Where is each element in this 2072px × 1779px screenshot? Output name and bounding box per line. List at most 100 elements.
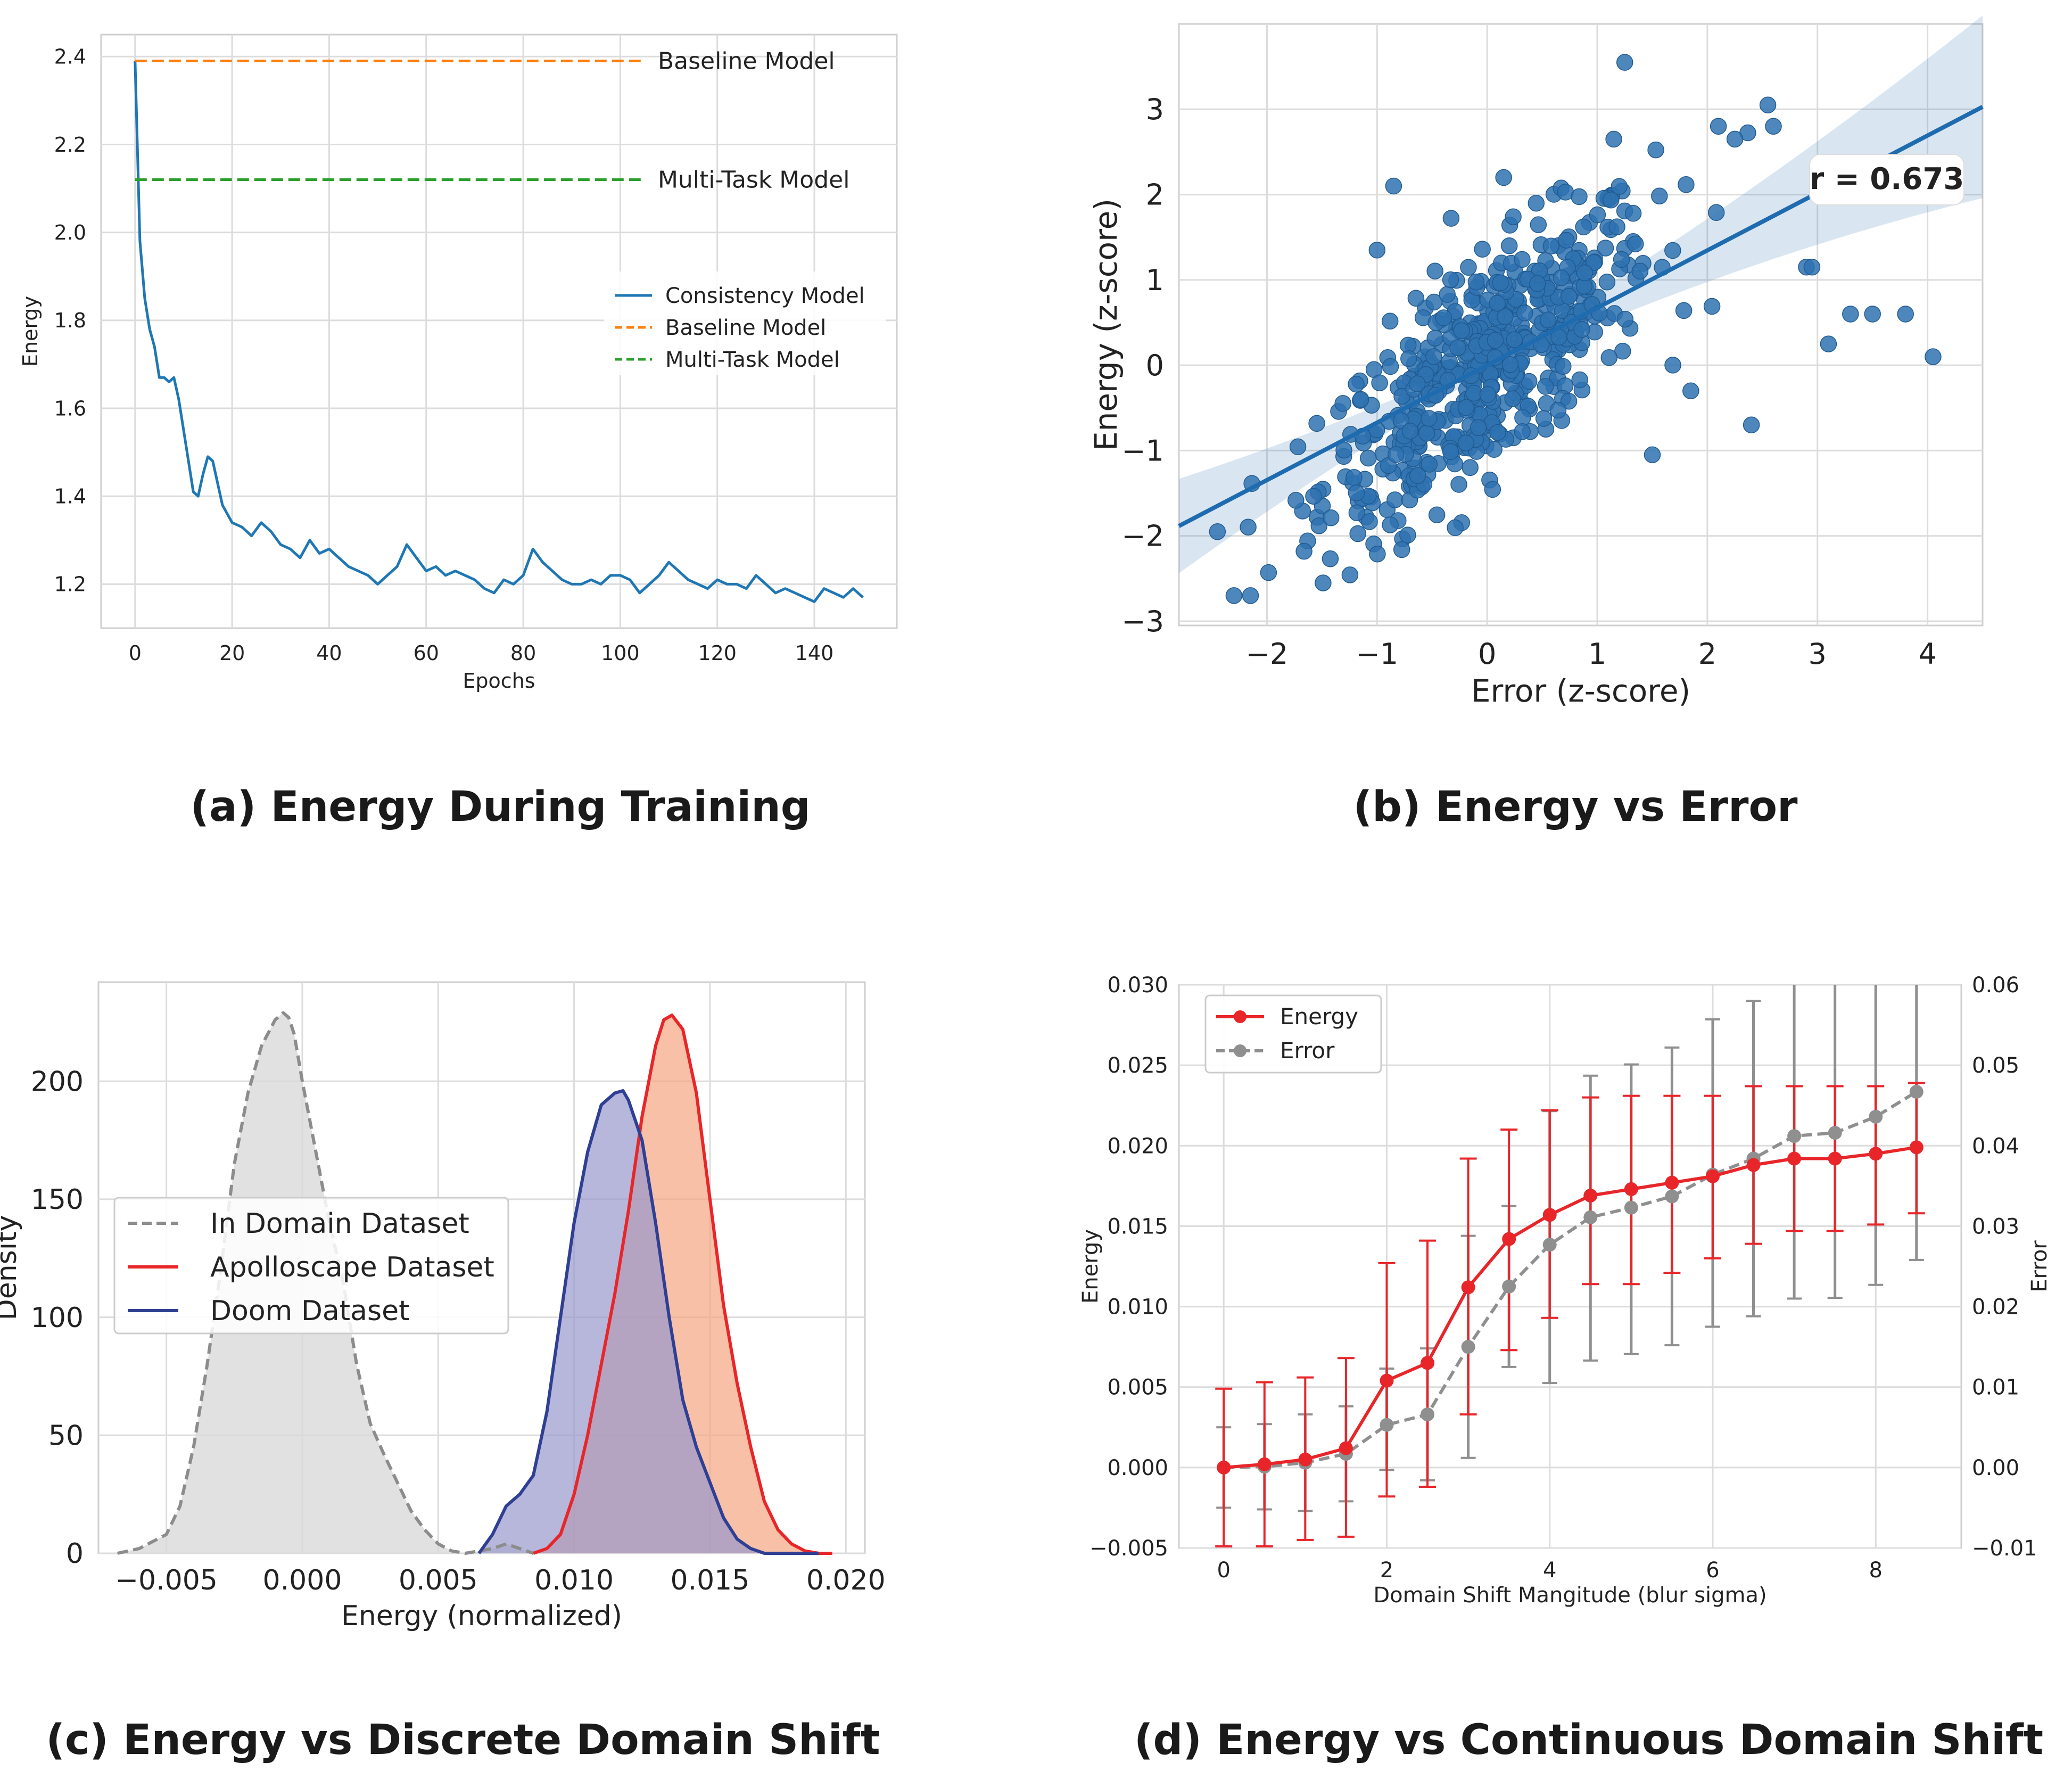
scatter-point	[1651, 187, 1668, 205]
marker-error	[1787, 1129, 1802, 1143]
scatter-point	[1479, 386, 1497, 403]
scatter-point	[1600, 349, 1618, 366]
x-tick-label: 40	[316, 641, 342, 665]
scatter-point	[1506, 331, 1523, 348]
scatter-point	[1442, 271, 1459, 289]
x-tick-label: −0.005	[115, 1564, 217, 1596]
scatter-point	[1381, 312, 1399, 330]
right-y-tick-label: 0.05	[1972, 1053, 2019, 1078]
x-tick-label: 140	[795, 641, 834, 665]
y-tick-label: 0.020	[1107, 1134, 1168, 1158]
y-tick-label: 0.005	[1107, 1376, 1168, 1400]
marker-error	[1869, 1109, 1883, 1124]
scatter-point	[1462, 459, 1479, 476]
scatter-point	[1388, 446, 1405, 463]
density-fill-2	[478, 1091, 819, 1553]
scatter-point	[1439, 286, 1456, 303]
scatter-point	[1310, 517, 1328, 534]
y-tick-label: 0.025	[1107, 1053, 1168, 1078]
x-tick-label: 0	[129, 641, 142, 665]
y-tick-label: 50	[48, 1420, 84, 1452]
x-tick-label: −1	[1356, 637, 1399, 671]
scatter-point	[1421, 410, 1438, 427]
y-tick-label: −2	[1121, 520, 1164, 553]
scatter-point	[1765, 118, 1782, 135]
scatter-point	[1295, 542, 1312, 560]
marker-energy	[1705, 1169, 1720, 1183]
marker-error	[1380, 1418, 1394, 1432]
scatter-point	[1408, 375, 1426, 392]
scatter-point	[1371, 374, 1388, 391]
scatter-point	[1597, 240, 1614, 257]
scatter-point	[1925, 348, 1942, 365]
scatter-point	[1465, 384, 1482, 402]
x-tick-label: 0.005	[399, 1564, 478, 1596]
panel-d-continuous-domain-shift: 0 2 4 6 8 −0.005 0.000 0.005 0.010 0.015 0.020 0.02…	[1078, 973, 2052, 1608]
scatter-point	[1460, 259, 1477, 276]
marker-error	[1421, 1407, 1435, 1422]
scatter-point	[1447, 519, 1464, 537]
marker-error	[1502, 1279, 1516, 1294]
scatter-point	[1682, 382, 1699, 399]
marker-energy	[1828, 1151, 1842, 1166]
scatter-point	[1575, 218, 1592, 236]
scatter-point	[1539, 311, 1557, 328]
y-tick-label: 150	[31, 1184, 84, 1216]
y-tick-label: 2.0	[54, 221, 86, 244]
scatter-point	[1613, 251, 1630, 268]
scatter-point	[1759, 96, 1777, 114]
y-tick-label: 1.2	[54, 573, 86, 596]
scatter-point	[1385, 177, 1402, 195]
x-tick-label: 20	[219, 641, 245, 665]
right-y-tick-label: 0.04	[1972, 1134, 2019, 1158]
scatter-point	[1611, 178, 1628, 195]
x-tick-label: 8	[1869, 1558, 1882, 1583]
scatter-point	[1647, 141, 1664, 159]
scatter-point	[1382, 358, 1399, 375]
x-tick-label: 120	[698, 641, 737, 665]
scatter-point	[1457, 399, 1475, 416]
scatter-point	[1240, 518, 1257, 536]
scatter-point	[1627, 235, 1644, 253]
scatter-point	[1242, 587, 1259, 604]
density-line-1	[533, 1014, 832, 1555]
scatter-point	[1553, 269, 1570, 286]
scatter-point	[1542, 237, 1560, 255]
x-tick-label: 0.020	[806, 1564, 886, 1596]
density-line-0	[117, 1011, 534, 1555]
scatter-point	[1664, 242, 1681, 259]
scatter-point	[1820, 335, 1837, 352]
x-tick-label: 3	[1809, 637, 1827, 671]
x-axis-label: Epochs	[463, 669, 535, 693]
scatter-point	[1453, 322, 1470, 340]
x-tick-label: 0.015	[670, 1564, 749, 1596]
y-tick-label: 0.015	[1107, 1214, 1168, 1239]
scatter-point	[1368, 242, 1386, 259]
x-axis-label: Error (z-score)	[1471, 673, 1690, 709]
panel-a-energy-during-training: 0 20 40 60 80 100 120 140 1.2 1.4 1.6 1.8 2.0 2.2 2.4 E…	[19, 34, 898, 693]
scatter-point	[1308, 415, 1325, 432]
legend-label: Error	[1280, 1037, 1335, 1064]
y-axis-label: Energy (z-score)	[1088, 199, 1124, 451]
scatter-point	[1209, 523, 1226, 540]
scatter-point	[1382, 516, 1399, 533]
y-tick-label: 2.2	[54, 133, 86, 157]
line-label-multitask: Multi-Task Model	[658, 167, 849, 194]
legend-label: Energy	[1280, 1003, 1358, 1029]
marker-energy	[1421, 1356, 1435, 1370]
scatter-point	[1614, 343, 1631, 360]
marker-error	[1665, 1189, 1679, 1204]
y-tick-label: 0	[1146, 349, 1164, 382]
marker-energy	[1298, 1452, 1312, 1467]
y-tick-label: 0.000	[1107, 1456, 1168, 1480]
scatter-point	[1530, 216, 1547, 233]
x-tick-label: 6	[1706, 1558, 1719, 1583]
right-y-tick-label: 0.01	[1972, 1376, 2019, 1400]
scatter-point	[1664, 357, 1681, 374]
scatter-point	[1435, 309, 1452, 326]
scatter-point	[1361, 513, 1378, 530]
legend-label: Baseline Model	[665, 316, 826, 340]
marker-error	[1909, 1085, 1924, 1099]
right-y-tick-label: 0.06	[1972, 973, 2019, 998]
